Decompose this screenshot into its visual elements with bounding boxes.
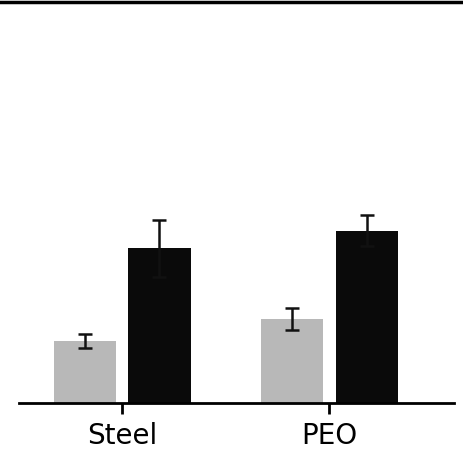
Bar bbox=[261, 319, 323, 403]
Bar bbox=[54, 341, 116, 403]
Bar bbox=[128, 249, 191, 403]
Bar bbox=[336, 231, 398, 403]
